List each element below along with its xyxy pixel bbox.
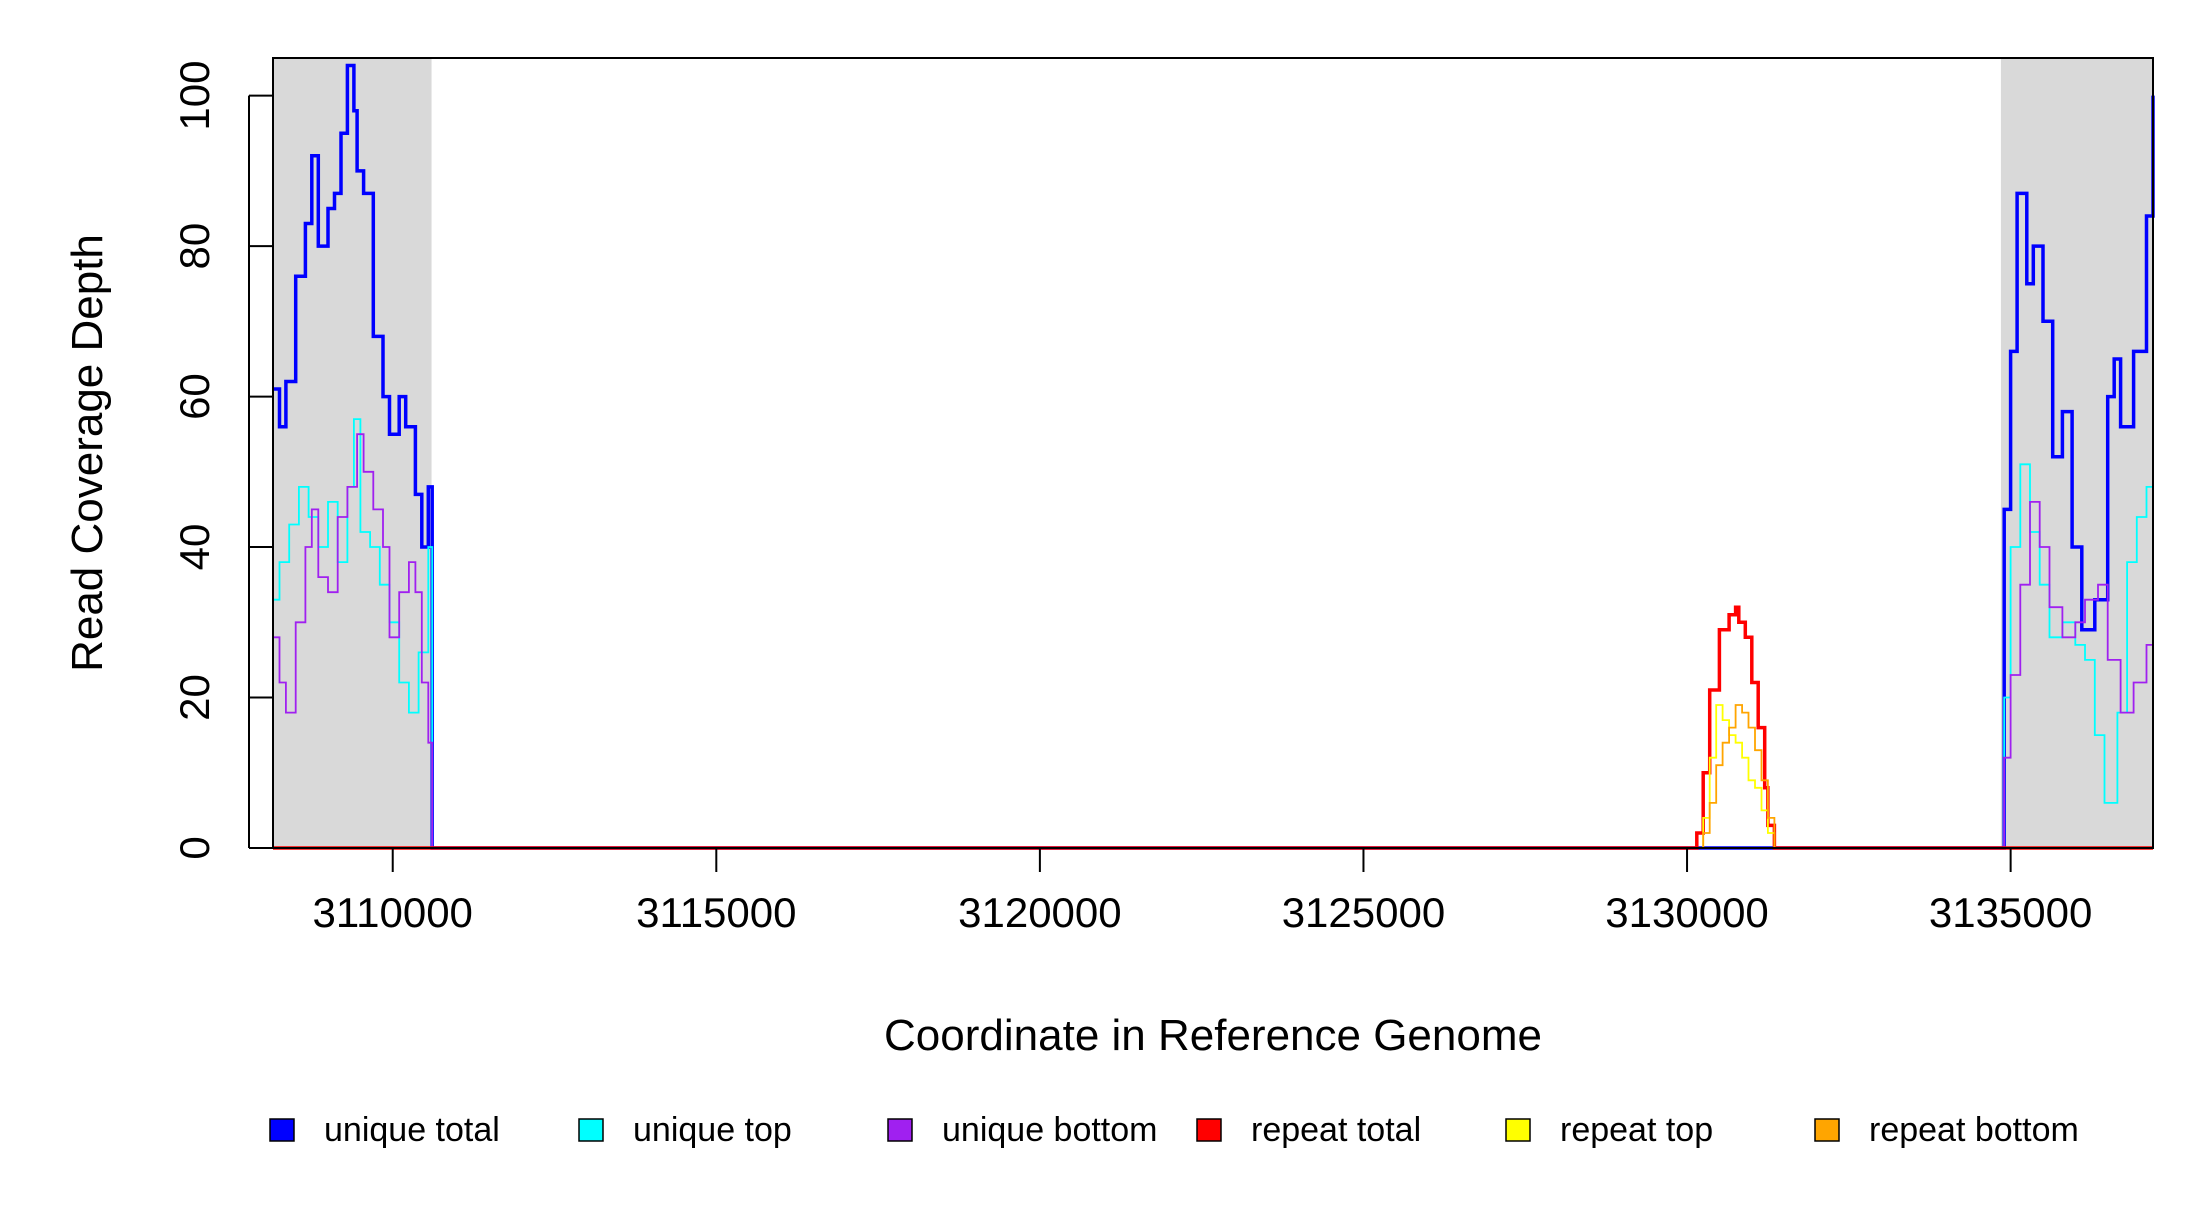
y-tick-label: 40 bbox=[171, 524, 218, 571]
y-tick-label: 80 bbox=[171, 223, 218, 270]
legend-label-unique-top: unique top bbox=[633, 1111, 792, 1149]
x-axis-label: Coordinate in Reference Genome bbox=[884, 1011, 1542, 1060]
y-axis: 0 20 40 60 80 100 bbox=[171, 61, 273, 860]
series-repeat-top bbox=[273, 704, 2153, 849]
shaded-regions bbox=[273, 58, 2153, 848]
legend-label-repeat-top: repeat top bbox=[1560, 1111, 1713, 1149]
legend-swatch-repeat-bottom bbox=[1814, 1118, 1840, 1142]
legend-label-repeat-total: repeat total bbox=[1251, 1111, 1421, 1149]
x-tick-label: 3115000 bbox=[636, 889, 796, 936]
series-unique-bottom bbox=[273, 433, 2154, 849]
x-tick-label: 3120000 bbox=[958, 889, 1122, 936]
legend-swatch-unique-total bbox=[269, 1118, 295, 1142]
coverage-series bbox=[273, 63, 2155, 850]
y-tick-label: 20 bbox=[171, 674, 218, 721]
series-repeat-total bbox=[273, 605, 2153, 850]
shaded-region-2 bbox=[2000, 58, 2153, 848]
x-tick-label: 3130000 bbox=[1605, 889, 1769, 936]
series-unique-top bbox=[273, 418, 2154, 849]
legend-label-unique-bottom: unique bottom bbox=[942, 1111, 1158, 1149]
legend: unique total unique top unique bottom repea… bbox=[269, 1111, 2079, 1149]
legend-swatch-unique-top bbox=[578, 1118, 604, 1142]
legend-swatch-repeat-total bbox=[1196, 1118, 1222, 1142]
legend-label-repeat-bottom: repeat bottom bbox=[1869, 1111, 2079, 1149]
plot-frame bbox=[272, 57, 2154, 849]
series-unique-total bbox=[273, 63, 2155, 850]
legend-swatch-unique-bottom bbox=[887, 1118, 913, 1142]
x-tick-label: 3125000 bbox=[1282, 889, 1446, 936]
legend-label-unique-total: unique total bbox=[324, 1111, 500, 1149]
shaded-region-1 bbox=[273, 58, 432, 848]
x-axis: 3110000 3115000 3120000 3125000 3130000 31350… bbox=[313, 848, 2093, 936]
series-repeat-bottom bbox=[273, 704, 2153, 849]
y-tick-label: 0 bbox=[171, 836, 218, 859]
y-tick-label: 60 bbox=[171, 373, 218, 420]
x-tick-label: 3110000 bbox=[313, 889, 473, 936]
y-axis-label: Read Coverage Depth bbox=[63, 234, 112, 672]
y-tick-label: 100 bbox=[171, 61, 218, 131]
legend-swatch-repeat-top bbox=[1505, 1118, 1531, 1142]
x-tick-label: 3135000 bbox=[1929, 889, 2093, 936]
